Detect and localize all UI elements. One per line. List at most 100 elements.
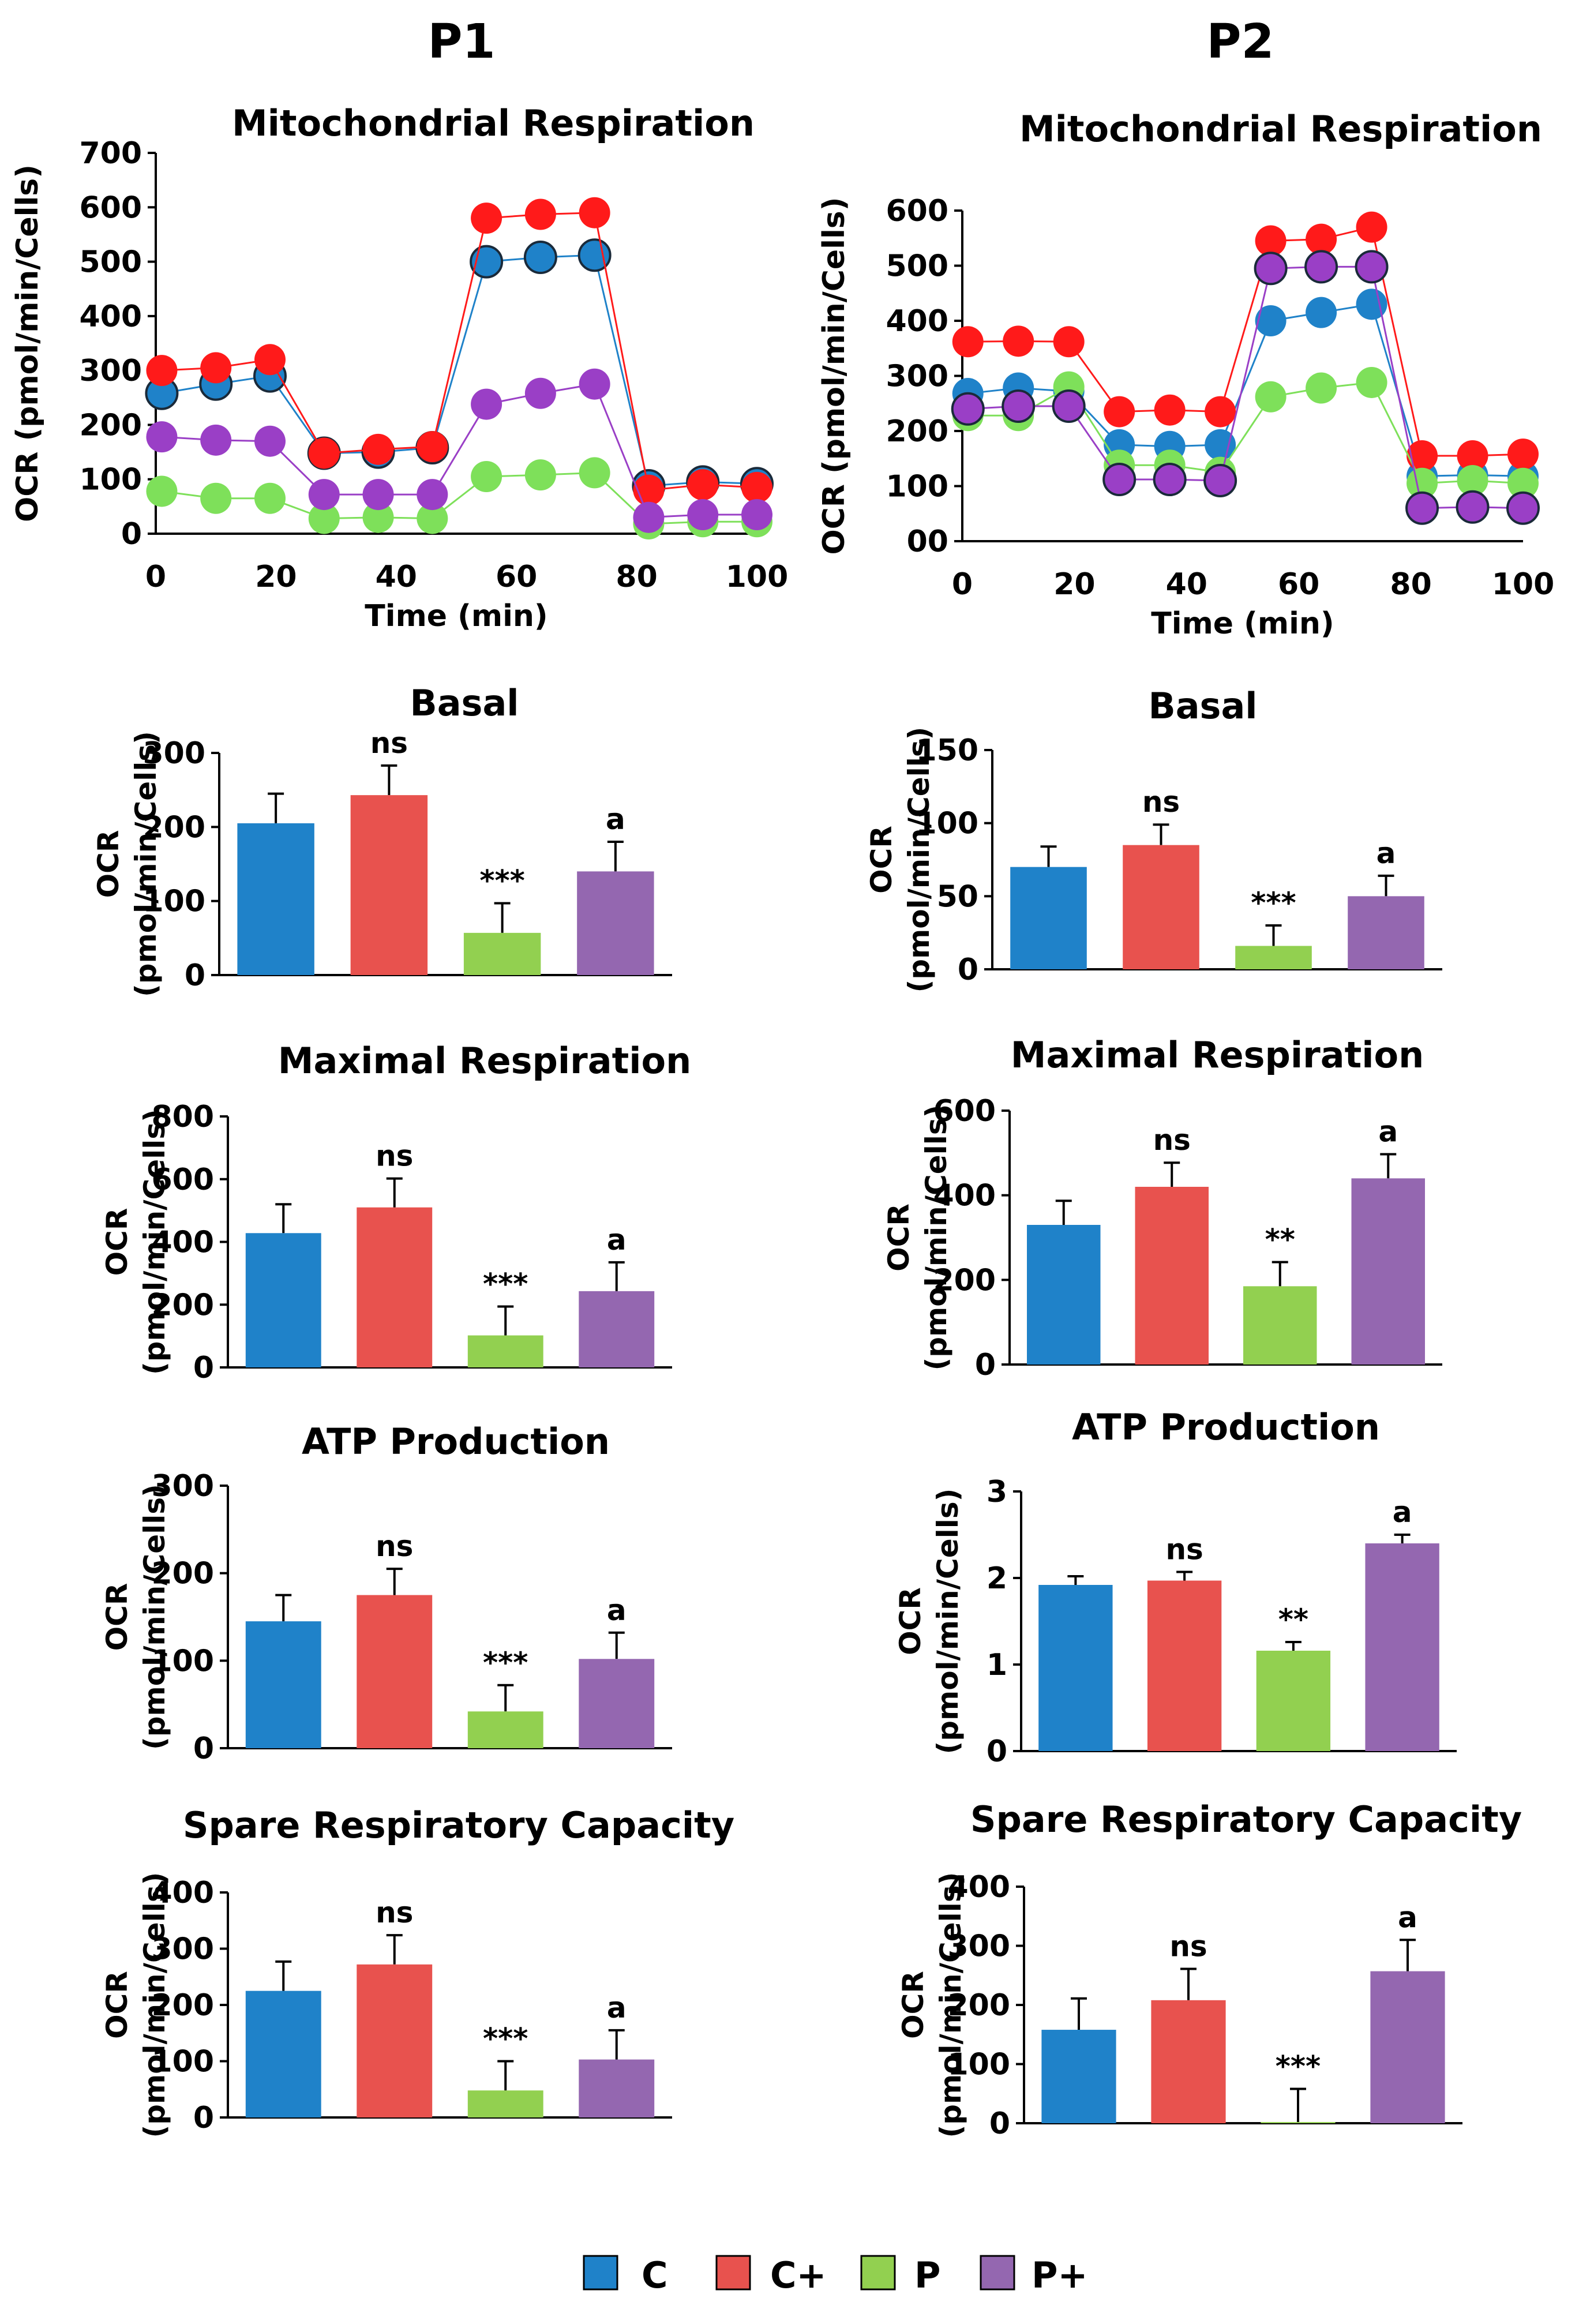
p2-max-bar-C <box>1027 1225 1101 1365</box>
p1-mito-point-Cplus <box>579 197 610 228</box>
p1-spare-ytick-label: 0 <box>193 2101 214 2135</box>
p1-mito-point-Cplus <box>417 431 448 463</box>
p1-mito-point-Pplus <box>362 479 394 511</box>
column-heading-p1: P1 <box>427 14 495 69</box>
p1-max-ytick-label: 400 <box>151 1225 214 1260</box>
p1-spare-bar-P <box>467 2090 543 2117</box>
p2-mito-point-Pplus <box>1153 463 1187 497</box>
p2-mito-point-Pplus <box>1254 252 1288 286</box>
p1-mito-point-Cplus <box>362 433 394 465</box>
p1-mito-point-Pplus <box>417 479 448 511</box>
p1-max-bar-P <box>467 1335 543 1367</box>
p1-spare-y-label-top: OCR <box>100 1971 134 2039</box>
p1-spare-title: Spare Respiratory Capacity <box>183 1804 734 1846</box>
p2-atp-ytick-label: 3 <box>987 1475 1007 1509</box>
p2-basal-title: Basal <box>1148 685 1257 727</box>
p1-spare-ytick-label: 300 <box>151 1932 214 1967</box>
p2-mito-point-C <box>1255 305 1287 336</box>
p2-mito-series-Cplus <box>952 211 1539 471</box>
p1-atp-ytick-label: 200 <box>151 1557 214 1591</box>
p1-atp-ytick-label: 300 <box>151 1469 214 1504</box>
p1-basal-chart: Basal 0 100 200 300 OCR (pmol/min/Cells) ns *** a <box>92 682 672 997</box>
p2-mito-point-P <box>1306 372 1337 404</box>
p1-basal-annotation-Pplus: a <box>606 803 625 836</box>
p2-mito-point-Cplus <box>952 326 984 358</box>
p2-max-bar-P <box>1243 1286 1317 1365</box>
p1-mito-series-C <box>145 238 774 503</box>
p1-basal-ytick-label: 0 <box>185 958 205 993</box>
p2-mito-point-Cplus <box>1205 396 1236 428</box>
p2-mito-point-Pplus <box>1304 250 1338 284</box>
legend-label-c: C <box>642 2254 668 2296</box>
p2-spare-ytick-label: 400 <box>947 1870 1010 1905</box>
p2-mito-chart: Mitochondrial Respiration001002003004005… <box>817 108 1554 641</box>
p1-spare-annotation-P: *** <box>483 2022 528 2056</box>
p1-basal-bar-Cplus <box>350 795 428 975</box>
p1-mito-point-P <box>308 503 340 534</box>
p2-mito-series-P <box>952 366 1539 499</box>
p2-mito-point-Cplus <box>1255 225 1287 257</box>
p1-max-ytick-label: 800 <box>151 1100 214 1134</box>
p2-basal-ytick-label: 0 <box>958 953 978 987</box>
p2-mito-point-Pplus <box>1456 490 1490 524</box>
legend-label-pplus: P+ <box>1032 2254 1087 2296</box>
p1-mito-point-Pplus <box>200 424 232 456</box>
p2-mito-point-Cplus <box>1053 326 1085 358</box>
p1-basal-annotation-P: *** <box>479 864 524 898</box>
p2-mito-point-Pplus <box>1002 389 1036 423</box>
p2-mito-series-line-Cplus <box>967 226 1524 457</box>
p2-mito-point-Pplus <box>1203 463 1237 497</box>
p1-spare-bar-Pplus <box>579 2059 655 2117</box>
p1-mito-point-P <box>579 457 610 489</box>
p2-basal-bar-Pplus <box>1348 896 1424 969</box>
p2-spare-bar-P <box>1261 2121 1336 2123</box>
p2-max-ytick-label: 200 <box>933 1263 996 1298</box>
p1-basal-bar-Pplus <box>577 871 654 975</box>
p2-atp-bar-P <box>1256 1651 1331 1751</box>
p1-atp-y-label-bottom: (pmol/min/Cells) <box>138 1484 171 1750</box>
p2-basal-y-label-bottom: (pmol/min/Cells) <box>902 726 936 992</box>
p1-mito-series-P <box>146 457 772 540</box>
p1-mito-xtick-label: 100 <box>726 560 789 594</box>
p1-mito-point-Pplus <box>687 499 719 530</box>
p1-mito-point-Cplus <box>524 198 556 230</box>
p1-basal-ytick-label: 100 <box>142 884 205 919</box>
p2-mito-ytick-label: 100 <box>886 470 948 504</box>
legend: C C+ P P+ <box>583 2254 1087 2296</box>
p1-basal-annotation-Cplus: ns <box>370 726 408 760</box>
p2-mito-point-P <box>1507 467 1539 499</box>
p1-atp-annotation-Pplus: a <box>607 1594 627 1627</box>
p2-max-bar-Cplus <box>1135 1187 1209 1365</box>
p2-spare-ytick-label: 100 <box>947 2048 1010 2082</box>
p1-mito-xtick-label: 20 <box>255 560 297 594</box>
p2-mito-point-C <box>1306 297 1337 328</box>
p1-mito-y-label: OCR (pmol/min/Cells) <box>10 164 45 522</box>
p2-mito-point-Cplus <box>1407 440 1438 471</box>
p2-mito-xtick-label: 80 <box>1390 567 1431 602</box>
p2-mito-point-Cplus <box>1003 325 1034 357</box>
p1-mito-series-line-C <box>162 254 757 487</box>
p2-mito-ytick-label: 400 <box>886 304 948 339</box>
p2-atp-ytick-label: 0 <box>987 1734 1007 1769</box>
p2-mito-xtick-label: 40 <box>1166 567 1207 602</box>
p2-basal-annotation-Pplus: a <box>1377 837 1396 870</box>
p1-mito-point-C <box>577 238 612 272</box>
p2-basal-bar-C <box>1010 867 1087 969</box>
p2-atp-ytick-label: 1 <box>987 1648 1007 1682</box>
legend-swatch-p <box>860 2255 896 2291</box>
p1-mito-xtick-label: 0 <box>145 560 166 594</box>
p1-max-y-label-top: OCR <box>100 1208 134 1276</box>
p2-mito-point-Pplus <box>1506 491 1540 525</box>
p1-mito-xtick-label: 60 <box>496 560 537 594</box>
p1-atp-annotation-Cplus: ns <box>376 1530 413 1563</box>
p2-basal-ytick-label: 150 <box>916 733 978 768</box>
p2-atp-title: ATP Production <box>1072 1406 1380 1448</box>
p2-basal-chart: Basal 0 50 100 150 OCR (pmol/min/Cells) ns *** a <box>865 685 1442 993</box>
p2-basal-annotation-P: *** <box>1251 886 1296 920</box>
p1-mito-ytick-label: 400 <box>79 299 142 334</box>
p1-spare-chart: Spare Respiratory Capacity 0 100 200 300 400 O… <box>100 1804 734 2138</box>
p2-mito-point-C <box>1356 288 1387 320</box>
p1-mito-ytick-label: 100 <box>79 463 142 497</box>
p2-mito-ytick-label: 600 <box>886 194 948 228</box>
p2-spare-annotation-P: *** <box>1276 2050 1321 2083</box>
